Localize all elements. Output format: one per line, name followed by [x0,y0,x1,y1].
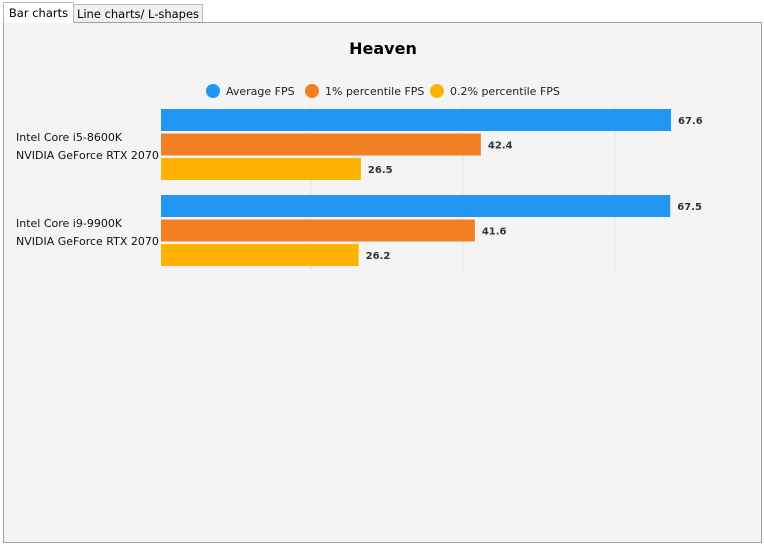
bar [161,244,359,266]
category-label: Intel Core i9-9900K [16,217,123,230]
bar [161,195,671,217]
legend-swatch [430,84,444,98]
chart-title: Heaven [349,39,417,58]
legend-swatch [206,84,220,98]
value-labels: 67.6 42.4 26.5 67.5 41.6 26.2 [366,116,703,262]
tab-line-charts-label: Line charts/ L-shapes [76,6,200,21]
chart-grid [310,106,616,270]
bar [161,109,671,131]
legend-label: 1% percentile FPS [325,85,424,98]
category-label: NVIDIA GeForce RTX 2070 [16,235,159,248]
legend-label: 0.2% percentile FPS [450,85,560,98]
tab-line-charts[interactable]: Line charts/ L-shapes [73,4,203,22]
value-label: 67.5 [677,202,702,213]
tab-bar-charts-label: Bar charts [8,6,69,20]
category-labels: Intel Core i5-8600K NVIDIA GeForce RTX 20… [16,131,159,248]
value-label: 67.6 [678,116,703,127]
category-label: Intel Core i5-8600K [16,131,123,144]
value-label: 26.2 [366,251,391,262]
tab-bar-charts[interactable]: Bar charts [3,2,74,23]
legend-label: Average FPS [226,85,295,98]
legend-swatch [305,84,319,98]
bar [161,133,481,156]
value-label: 42.4 [488,141,513,152]
chart-legend: Average FPS 1% percentile FPS 0.2% percent… [206,84,560,98]
value-label: 41.6 [482,227,507,238]
tab-bar: Bar charts Line charts/ L-shapes [0,0,764,23]
chart-panel [3,22,762,543]
value-label: 26.5 [368,165,393,176]
bar [161,158,361,180]
bar [161,219,475,242]
bars [161,109,671,266]
category-label: NVIDIA GeForce RTX 2070 [16,149,159,162]
